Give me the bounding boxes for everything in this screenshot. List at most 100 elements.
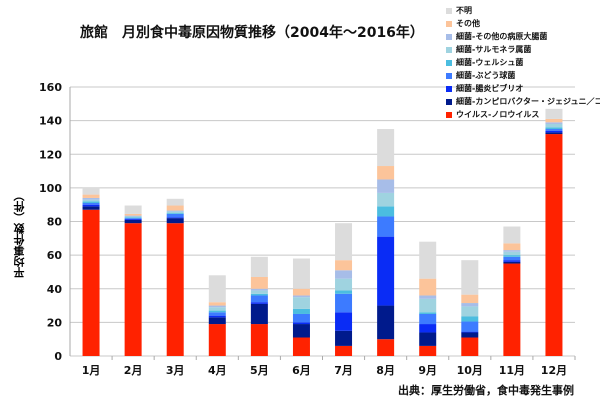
bar-segment-7-3月 [166,210,184,212]
bar-segment-2-9月 [419,332,437,346]
x-tick-label: 5月 [250,364,269,377]
bar-segment-4-2月 [124,218,142,219]
bar-segment-7-12月 [545,122,563,124]
bar-segment-3-10月 [461,331,479,333]
bar-segment-9-3月 [166,198,184,206]
legend-swatch [446,111,452,118]
bar-segment-3-9月 [419,324,437,333]
legend-swatch [446,85,452,92]
legend-swatch [446,33,452,40]
bar-segment-8-2月 [124,213,142,216]
bar-segment-8-12月 [545,118,563,123]
bar-segment-4-7月 [335,293,353,313]
bar-segment-9-12月 [545,108,563,119]
y-tick-label: 40 [47,283,63,296]
bar-segment-8-9月 [419,278,437,296]
legend-swatch [446,59,452,66]
legend-label: 細菌-サルモネラ属菌 [456,45,532,54]
bar-segment-4-6月 [292,313,310,323]
bar-segment-1-7月 [335,345,353,356]
legend-label: 細菌-その他の病原大腸菌 [456,32,548,41]
bar-segment-3-4月 [208,315,226,318]
y-tick-label: 100 [39,182,62,195]
bar-segment-3-11月 [503,260,521,262]
source-note: 出典：厚生労働省，食中毒発生事例 [398,384,574,397]
bar-segment-7-5月 [250,288,268,291]
bar-segment-2-4月 [208,317,226,325]
bar-segment-9-1月 [82,187,100,195]
legend-swatch [446,46,452,53]
legend-label: 細菌-カンピロバクター・ジェジュニ／コリ [456,97,600,106]
bar-segment-5-10月 [461,316,479,322]
bar-segment-6-10月 [461,306,479,317]
bar-segment-5-8月 [377,206,395,217]
bar-segment-6-11月 [503,251,521,256]
x-tick-label: 6月 [292,364,311,377]
bar-segment-2-8月 [377,305,395,340]
legend-label: ウイルス-ノロウイルス [456,110,540,119]
bar-segment-6-9月 [419,298,437,313]
bar-segment-7-10月 [461,303,479,307]
y-tick-label: 0 [54,350,62,363]
y-tick-label: 60 [47,249,63,262]
y-tick-label: 120 [39,148,62,161]
bar-segment-6-7月 [335,278,353,291]
bar-segment-1-5月 [250,324,268,356]
bar-segment-4-9月 [419,313,437,325]
y-tick-label: 160 [39,81,62,94]
bar-segment-8-6月 [292,288,310,296]
bar-segment-1-2月 [124,223,142,356]
bar-segment-8-11月 [503,243,521,251]
bar-segment-9-8月 [377,129,395,167]
legend-item: 細菌-ウェルシュ菌 [446,56,600,69]
bar-segment-3-3月 [166,217,184,219]
bar-segment-2-11月 [503,261,521,264]
bar-segment-8-4月 [208,302,226,306]
x-tick-label: 4月 [208,364,227,377]
bar-segment-8-1月 [82,194,100,198]
x-tick-label: 10月 [457,364,483,377]
bar-segment-8-3月 [166,205,184,211]
legend-item: 細菌-サルモネラ属菌 [446,43,600,56]
bar-segment-6-12月 [545,123,563,128]
x-tick-label: 2月 [124,364,143,377]
bar-segment-8-8月 [377,166,395,180]
bar-segment-3-7月 [335,312,353,331]
bar-segment-6-3月 [166,211,184,214]
bar-segment-5-5月 [250,293,268,296]
legend-label: 細菌-ぶどう球菌 [456,71,516,80]
legend-swatch [446,72,452,79]
bar-segment-4-1月 [82,203,100,205]
bar-segment-5-1月 [82,201,100,204]
bar-segment-9-10月 [461,260,479,295]
chart-title: 旅館 月別食中毒原因物質推移（2004年〜2016年） [80,25,424,41]
bar-segment-7-9月 [419,295,437,299]
bar-segment-4-10月 [461,321,479,332]
bar-segment-1-8月 [377,339,395,356]
bar-segment-7-8月 [377,179,395,193]
bar-segment-1-1月 [82,209,100,356]
y-tick-label: 80 [47,216,63,229]
bar-segment-2-1月 [82,206,100,210]
legend-item: その他 [446,17,600,30]
bar-segment-4-5月 [250,295,268,303]
bar-segment-7-4月 [208,305,226,308]
bar-segment-5-3月 [166,213,184,214]
bar-segment-6-4月 [208,307,226,311]
legend-item: 細菌-その他の病原大腸菌 [446,30,600,43]
bar-segment-7-11月 [503,250,521,252]
bar-segment-4-4月 [208,312,226,316]
bar-segment-2-2月 [124,219,142,224]
bar-segment-8-7月 [335,260,353,271]
bar-segment-5-2月 [124,217,142,219]
bar-segment-8-5月 [250,276,268,289]
legend-item: ウイルス-ノロウイルス [446,108,600,121]
bar-segment-9-5月 [250,256,268,277]
legend-swatch [446,98,452,105]
bar-segment-5-7月 [335,290,353,294]
legend-label: 不明 [456,6,472,15]
bar-segment-3-1月 [82,204,100,207]
bar-segment-5-4月 [208,310,226,313]
legend-label: 細菌-ウェルシュ菌 [456,58,524,67]
bar-segment-1-10月 [461,337,479,356]
